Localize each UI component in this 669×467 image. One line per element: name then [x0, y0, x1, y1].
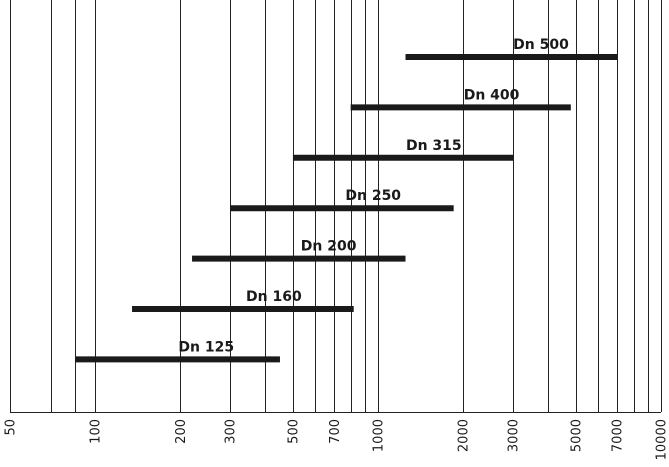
bars	[75, 57, 617, 359]
x-tick-label-200: 200	[174, 419, 189, 444]
bar-label-dn-250: Dn 250	[345, 188, 401, 204]
x-tick-labels: 50 100 200 300 500 700 1000 2000 3000 5000 7000 100…	[4, 419, 669, 460]
bar-label-dn-500: Dn 500	[513, 37, 569, 53]
x-tick-label-700: 700	[328, 419, 343, 444]
x-tick-label-5000: 5000	[569, 419, 584, 452]
x-tick-label-10000: 10000	[655, 419, 669, 460]
bar-label-dn-125: Dn 125	[178, 339, 234, 355]
bar-label-dn-400: Dn 400	[464, 87, 520, 103]
x-tick-label-500: 500	[286, 419, 301, 444]
x-tick-label-3000: 3000	[507, 419, 522, 452]
bar-label-dn-315: Dn 315	[406, 138, 462, 154]
x-tick-label-300: 300	[224, 419, 239, 444]
x-tick-label-1000: 1000	[372, 419, 387, 452]
bar-label-dn-160: Dn 160	[246, 289, 302, 305]
bar-label-dn-200: Dn 200	[301, 239, 357, 255]
x-tick-label-100: 100	[89, 419, 104, 444]
x-tick-label-2000: 2000	[457, 419, 472, 452]
x-tick-label-50: 50	[4, 419, 19, 436]
x-tick-label-7000: 7000	[611, 419, 626, 452]
